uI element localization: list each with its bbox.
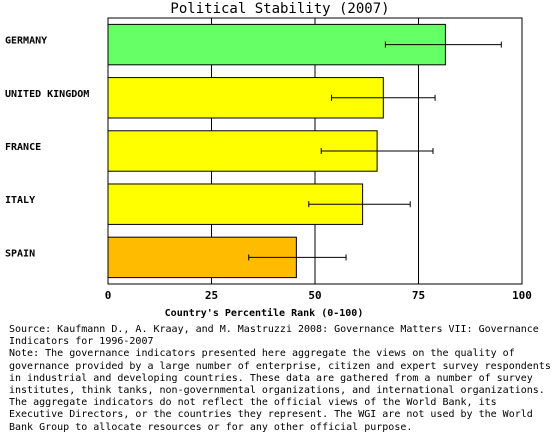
disclaimer-note: Note: The governance indicators presente…	[9, 348, 551, 433]
chart-title: Political Stability (2007)	[170, 1, 389, 17]
x-tick-label: 50	[308, 289, 321, 302]
category-label: SPAIN	[5, 248, 35, 259]
x-tick-label: 25	[205, 289, 218, 302]
source-note: Source: Kaufmann D., A. Kraay, and M. Ma…	[9, 324, 539, 348]
error-bar	[331, 94, 436, 101]
x-axis-label: Country's Percentile Rank (0-100)	[165, 307, 364, 319]
category-label: FRANCE	[5, 142, 41, 153]
error-bars	[248, 41, 502, 261]
error-bar	[320, 148, 434, 154]
x-tick-label: 100	[512, 289, 532, 302]
error-bar	[384, 41, 502, 48]
error-bar	[248, 254, 347, 261]
bar-chart: Political Stability (2007) GERMANY UNITED…	[5, 1, 532, 319]
category-label: GERMANY	[5, 36, 47, 47]
category-label: ITALY	[5, 195, 35, 206]
x-tick-label: 0	[105, 289, 112, 302]
category-labels: GERMANY UNITED KINGDOM FRANCE ITALY SPAIN	[5, 36, 89, 260]
x-axis-ticks: 0 25 50 75 100	[105, 289, 532, 302]
category-label: UNITED KINGDOM	[5, 89, 89, 100]
chart-notes: Source: Kaufmann D., A. Kraay, and M. Ma…	[9, 324, 554, 434]
x-tick-label: 75	[412, 289, 425, 302]
plot-frame	[107, 17, 523, 285]
error-bar	[308, 201, 411, 208]
